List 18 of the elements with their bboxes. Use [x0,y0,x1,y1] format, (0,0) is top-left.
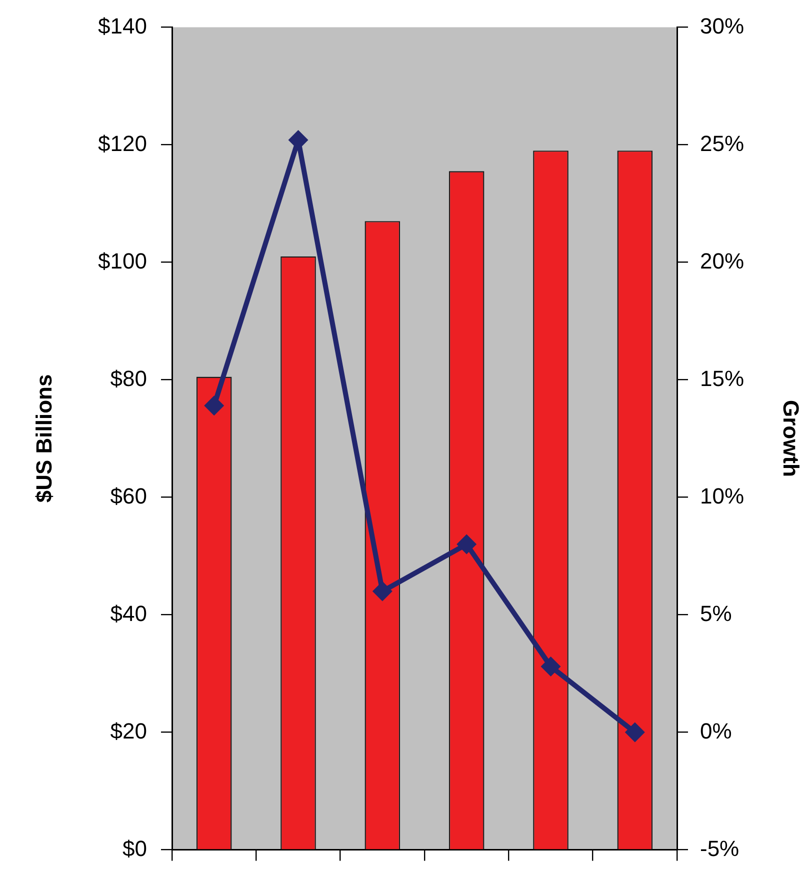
y-tick-label: $20 [110,718,147,744]
y-tick-label: $40 [110,600,147,626]
y-tick-label: $140 [98,13,147,38]
y2-tick-label: -5% [700,836,740,861]
y-tick-label: $0 [122,836,147,861]
y2-tick-label: 10% [700,483,744,508]
y2-tick-label: 15% [700,366,744,391]
y-tick-label: $80 [110,366,147,391]
y-axis-title: $US Billions [31,374,56,503]
y2-tick-label: 20% [700,248,744,274]
y2-tick-label: 0% [700,718,732,744]
y-tick-label: $100 [98,248,147,274]
y2-tick-label: 5% [700,600,732,626]
y2-tick-label: 30% [700,13,744,38]
y-tick-label: $120 [98,130,147,156]
y2-axis-title: Growth [778,400,804,477]
y-tick-label: $60 [110,483,147,508]
y2-tick-label: 25% [700,130,744,156]
